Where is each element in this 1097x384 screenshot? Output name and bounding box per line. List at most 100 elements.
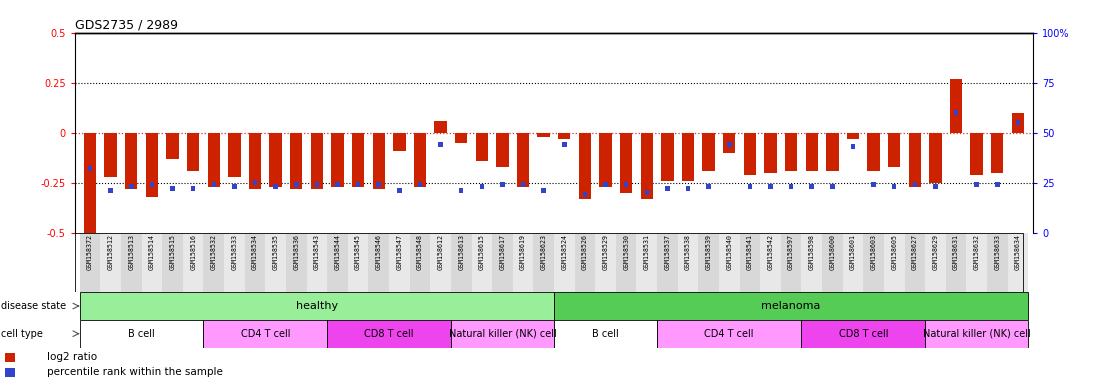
Text: GSM158529: GSM158529 [602, 235, 609, 270]
Text: GSM158539: GSM158539 [705, 235, 712, 270]
Bar [966, 233, 987, 292]
Text: GSM158524: GSM158524 [562, 235, 567, 270]
Bar [950, 79, 962, 133]
Bar [727, 142, 732, 147]
Bar [348, 233, 369, 292]
Bar [892, 184, 896, 189]
Bar [183, 233, 203, 292]
Bar [538, 133, 550, 137]
Bar [459, 188, 463, 193]
Bar [167, 133, 179, 159]
Bar [455, 133, 467, 143]
Text: GSM158513: GSM158513 [128, 235, 134, 270]
Bar [554, 292, 1028, 320]
Bar [686, 186, 690, 191]
Text: GSM158600: GSM158600 [829, 235, 835, 270]
Bar [636, 233, 657, 292]
Text: GSM158537: GSM158537 [665, 235, 670, 270]
Bar [723, 133, 735, 153]
Text: GSM158541: GSM158541 [747, 235, 753, 270]
Bar [579, 133, 591, 199]
Bar [884, 233, 905, 292]
Text: GSM158632: GSM158632 [974, 235, 980, 270]
Text: GSM158516: GSM158516 [190, 235, 196, 270]
Bar [805, 133, 818, 171]
Bar [974, 182, 979, 187]
Text: GSM158615: GSM158615 [478, 235, 485, 270]
Text: GSM158530: GSM158530 [623, 235, 630, 270]
Text: B cell: B cell [128, 329, 155, 339]
Bar [554, 320, 657, 348]
Text: CD4 T cell: CD4 T cell [704, 329, 754, 339]
Bar [929, 133, 941, 183]
Bar [162, 233, 183, 292]
Bar [850, 144, 856, 149]
Bar [129, 184, 134, 189]
Bar [479, 184, 484, 189]
Bar [863, 233, 884, 292]
Bar [554, 233, 575, 292]
Bar [451, 320, 554, 348]
Bar [575, 233, 596, 292]
Text: GSM158533: GSM158533 [231, 235, 237, 270]
Bar [946, 233, 966, 292]
Bar [542, 188, 546, 193]
Text: GSM158526: GSM158526 [581, 235, 588, 270]
Text: GSM158634: GSM158634 [1015, 235, 1021, 270]
Bar [682, 133, 694, 181]
Text: GSM158536: GSM158536 [293, 235, 299, 270]
Text: melanoma: melanoma [761, 301, 821, 311]
Bar [781, 233, 802, 292]
Bar [414, 133, 426, 187]
Bar [212, 182, 216, 187]
Text: GSM158514: GSM158514 [149, 235, 155, 270]
Bar [995, 182, 999, 187]
Text: GSM158542: GSM158542 [768, 235, 773, 270]
Text: log2 ratio: log2 ratio [46, 353, 97, 362]
Text: GSM158631: GSM158631 [953, 235, 959, 270]
Bar [887, 133, 901, 167]
Bar [327, 320, 451, 348]
Text: GSM158512: GSM158512 [108, 235, 114, 270]
Bar [678, 233, 699, 292]
Bar [747, 184, 753, 189]
Bar [397, 188, 402, 193]
Bar [645, 190, 649, 195]
Text: GSM158619: GSM158619 [520, 235, 527, 270]
Bar [310, 133, 323, 189]
Text: Natural killer (NK) cell: Natural killer (NK) cell [449, 329, 556, 339]
Bar [789, 184, 793, 189]
Bar [149, 182, 155, 187]
Bar [104, 133, 117, 177]
Bar [765, 133, 777, 173]
Bar [768, 184, 772, 189]
Bar [125, 133, 137, 189]
Text: GSM158612: GSM158612 [438, 235, 443, 270]
Bar [352, 133, 364, 187]
Bar [306, 233, 327, 292]
Bar [5, 368, 15, 377]
Text: B cell: B cell [592, 329, 619, 339]
Bar [871, 182, 875, 187]
Text: GSM158515: GSM158515 [170, 235, 176, 270]
Bar [739, 233, 760, 292]
Bar [657, 320, 802, 348]
Bar [1011, 113, 1025, 133]
Text: CD8 T cell: CD8 T cell [838, 329, 887, 339]
Text: GSM158538: GSM158538 [685, 235, 691, 270]
Bar [355, 182, 361, 187]
Text: GSM158544: GSM158544 [335, 235, 340, 270]
Bar [500, 182, 505, 187]
Bar [521, 182, 525, 187]
Text: GSM158535: GSM158535 [273, 235, 279, 270]
Bar [744, 133, 756, 175]
Text: GSM158532: GSM158532 [211, 235, 217, 270]
Bar [908, 133, 921, 187]
Text: GSM158547: GSM158547 [396, 235, 403, 270]
Text: GDS2735 / 2989: GDS2735 / 2989 [75, 19, 178, 32]
Bar [719, 233, 739, 292]
Bar [5, 353, 15, 362]
Text: Natural killer (NK) cell: Natural killer (NK) cell [923, 329, 1030, 339]
Bar [109, 188, 113, 193]
Bar [785, 133, 798, 171]
